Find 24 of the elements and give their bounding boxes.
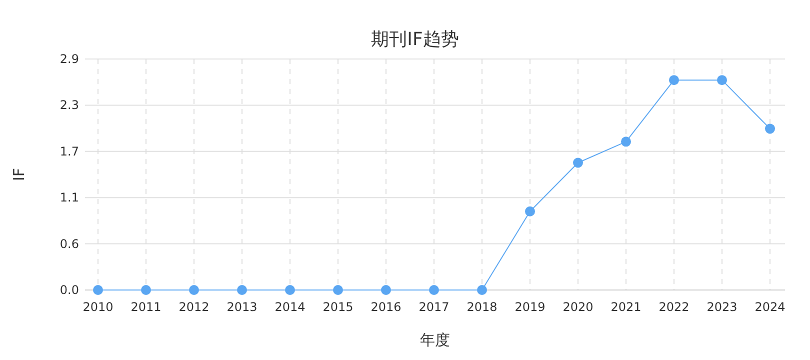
y-tick-label: 1.7 <box>60 144 79 158</box>
y-tick-label: 0.6 <box>60 236 79 251</box>
x-tick-label: 2019 <box>514 300 546 314</box>
x-tick-label: 2011 <box>130 300 162 314</box>
x-tick-label: 2023 <box>706 300 738 314</box>
x-tick-label: 2016 <box>370 300 402 314</box>
x-tick-label: 2022 <box>658 300 690 314</box>
x-tick-label: 2012 <box>178 300 210 314</box>
x-tick-label: 2018 <box>466 300 498 314</box>
chart-title: 期刊IF趋势 <box>371 29 459 50</box>
y-tick-label: 2.3 <box>60 98 79 112</box>
x-tick-label: 2020 <box>562 300 594 314</box>
x-tick-label: 2010 <box>82 300 114 314</box>
y-axis-title: IF <box>10 168 28 182</box>
x-tick-label: 2017 <box>418 300 450 314</box>
y-tick-label: 2.9 <box>60 52 79 66</box>
x-tick-label: 2021 <box>610 300 642 314</box>
x-tick-label: 2015 <box>322 300 354 314</box>
y-tick-label: 1.1 <box>60 190 79 205</box>
x-tick-label: 2013 <box>226 300 258 314</box>
x-axis-title: 年度 <box>420 331 450 349</box>
x-tick-label: 2024 <box>754 300 786 314</box>
x-tick-label: 2014 <box>274 300 306 314</box>
y-tick-label: 0.0 <box>60 283 79 297</box>
